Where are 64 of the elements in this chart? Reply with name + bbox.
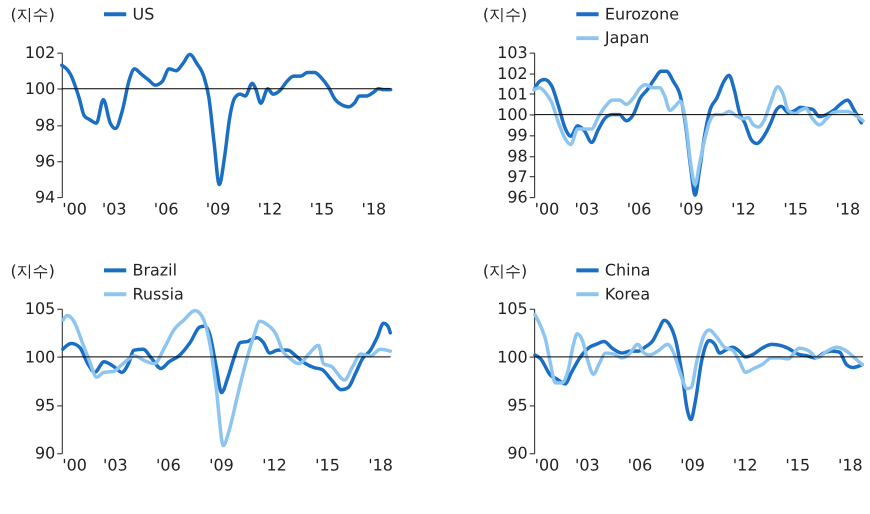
y-axis-title: (지수) <box>10 5 55 24</box>
x-tick-label: '06 <box>154 200 178 219</box>
x-tick-label: '12 <box>262 456 287 475</box>
x-tick-label: '12 <box>731 200 756 219</box>
x-tick-label: '09 <box>206 200 230 219</box>
y-tick-label: 100 <box>24 79 56 98</box>
x-tick-label: '09 <box>678 200 704 219</box>
x-tick-label: '06 <box>156 456 181 475</box>
legend-label: Korea <box>604 284 650 304</box>
x-tick-label: '15 <box>315 456 340 475</box>
legend-label: US <box>132 4 154 24</box>
y-axis-title: (지수) <box>482 5 528 24</box>
legend-label: Russia <box>132 284 184 304</box>
y-tick-label: 100 <box>497 347 528 366</box>
legend-label: Eurozone <box>604 4 680 24</box>
y-tick-label: 102 <box>497 64 528 83</box>
x-tick-label: '18 <box>362 200 386 219</box>
line-series <box>532 82 865 186</box>
x-tick-label: '18 <box>838 456 863 475</box>
x-tick-label: '00 <box>534 456 560 475</box>
y-tick-label: 99 <box>507 126 528 145</box>
x-tick-label: '03 <box>574 456 600 475</box>
y-tick-label: 101 <box>497 84 528 104</box>
y-axis-title: (지수) <box>482 261 528 280</box>
y-tick-label: 95 <box>507 396 528 415</box>
line-series <box>60 52 392 186</box>
y-axis-title: (지수) <box>10 261 55 280</box>
x-tick-label: '15 <box>783 200 808 219</box>
x-tick-label: '12 <box>258 200 282 219</box>
x-tick-label: '03 <box>102 200 127 219</box>
x-tick-label: '09 <box>209 456 234 475</box>
x-tick-label: '09 <box>680 456 705 475</box>
x-tick-label: '03 <box>574 200 600 219</box>
x-tick-label: '00 <box>534 200 560 219</box>
y-tick-label: 90 <box>507 444 528 463</box>
y-tick-label: 102 <box>24 43 56 62</box>
line-series <box>533 312 864 390</box>
x-tick-label: '18 <box>836 200 860 219</box>
x-tick-label: '00 <box>62 456 87 475</box>
x-tick-label: '00 <box>62 200 87 219</box>
legend-label: Japan <box>604 28 650 48</box>
x-tick-label: '18 <box>368 456 393 475</box>
y-tick-label: 97 <box>507 166 528 186</box>
y-tick-label: 103 <box>497 43 528 62</box>
y-tick-label: 90 <box>35 444 56 463</box>
legend-label: Brazil <box>132 260 178 280</box>
y-tick-label: 95 <box>35 396 56 415</box>
x-tick-label: '06 <box>626 200 652 219</box>
line-series <box>61 308 392 448</box>
y-tick-label: 98 <box>35 115 56 134</box>
y-tick-label: 96 <box>507 188 528 207</box>
x-tick-label: '15 <box>310 200 334 219</box>
y-tick-label: 100 <box>24 347 56 366</box>
legend-label: China <box>604 260 650 280</box>
y-tick-label: 96 <box>35 151 56 170</box>
y-tick-label: 105 <box>24 299 56 318</box>
x-tick-label: '06 <box>628 456 652 475</box>
y-tick-label: 100 <box>497 105 528 124</box>
x-tick-label: '03 <box>102 456 128 475</box>
x-tick-label: '15 <box>785 456 810 475</box>
y-tick-label: 94 <box>35 188 56 207</box>
x-tick-label: '12 <box>732 456 758 475</box>
y-tick-label: 105 <box>497 299 528 318</box>
y-tick-label: 98 <box>507 146 528 166</box>
